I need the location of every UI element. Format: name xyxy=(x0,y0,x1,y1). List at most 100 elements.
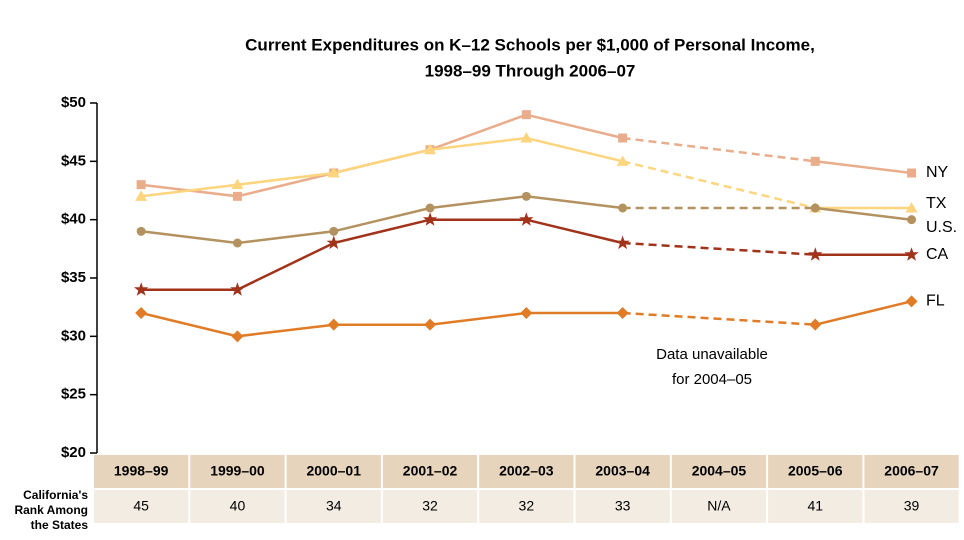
marker xyxy=(135,190,148,201)
rank-cell xyxy=(864,490,959,523)
marker xyxy=(424,318,437,331)
rank-value: 45 xyxy=(133,498,149,514)
chart-title: 1998–99 Through 2006–07 xyxy=(425,61,636,80)
marker xyxy=(327,167,340,178)
header-cell xyxy=(671,455,767,488)
series-label: TX xyxy=(926,195,947,212)
marker xyxy=(425,203,435,213)
marker xyxy=(329,226,339,236)
marker xyxy=(810,203,820,213)
row-label: California's xyxy=(23,488,88,502)
marker xyxy=(231,330,244,343)
marker xyxy=(618,133,628,143)
marker xyxy=(327,318,340,331)
header-cell xyxy=(190,455,285,488)
x-tick-label: 1999–00 xyxy=(210,463,265,479)
marker xyxy=(907,168,917,178)
rank-cell xyxy=(768,490,863,523)
header-cell xyxy=(864,455,959,488)
series-line xyxy=(141,195,912,245)
rank-cell xyxy=(575,490,670,523)
x-tick-label: 2001–02 xyxy=(403,463,458,479)
annotation: Data unavailable xyxy=(656,346,768,363)
gap-connector xyxy=(622,136,816,163)
y-tick-label: $35 xyxy=(61,269,86,286)
x-tick-label: 2005–06 xyxy=(788,463,843,479)
series-label: FL xyxy=(926,293,945,310)
marker xyxy=(905,202,918,213)
x-tick-label: 2006–07 xyxy=(884,463,939,479)
marker xyxy=(616,155,629,166)
rank-cell xyxy=(190,490,285,523)
marker xyxy=(905,295,918,308)
header-cell xyxy=(382,455,478,488)
x-tick-label: 2003–04 xyxy=(595,463,650,479)
marker xyxy=(232,191,242,201)
x-tick-label: 2000–01 xyxy=(306,463,361,479)
annotation: for 2004–05 xyxy=(672,371,752,388)
rank-value: N/A xyxy=(707,498,731,514)
rank-value: 32 xyxy=(422,498,438,514)
rank-value: 33 xyxy=(615,498,631,514)
y-tick-label: $20 xyxy=(61,444,86,461)
marker xyxy=(135,307,148,319)
row-label: Rank Among xyxy=(14,503,88,517)
marker xyxy=(519,212,534,226)
series-label: NY xyxy=(926,164,949,181)
marker xyxy=(521,191,531,201)
marker xyxy=(520,132,533,143)
marker xyxy=(809,318,822,331)
y-tick-label: $25 xyxy=(61,386,86,403)
marker xyxy=(424,143,437,155)
x-tick-label: 2002–03 xyxy=(499,463,554,479)
series-line xyxy=(141,218,912,291)
x-tick-label: 1998–99 xyxy=(114,463,169,479)
marker xyxy=(904,247,919,261)
header-cell xyxy=(575,455,670,488)
chart-title: Current Expenditures on K–12 Schools per… xyxy=(245,35,815,54)
gap-connector xyxy=(622,160,816,210)
rank-cell xyxy=(286,490,381,523)
series-line xyxy=(141,113,912,198)
rank-cell xyxy=(671,490,767,523)
rank-value: 41 xyxy=(807,498,823,514)
y-tick-label: $45 xyxy=(61,152,86,169)
marker xyxy=(136,226,146,236)
marker xyxy=(618,203,628,213)
marker xyxy=(326,235,341,250)
header-cell xyxy=(94,455,189,488)
header-cell xyxy=(286,455,381,488)
marker xyxy=(232,238,242,248)
marker xyxy=(616,307,629,319)
marker xyxy=(907,215,917,225)
x-tick-label: 2004–05 xyxy=(692,463,747,479)
rank-value: 32 xyxy=(519,498,535,514)
header-cell xyxy=(479,455,574,488)
rank-cell xyxy=(382,490,478,523)
y-tick-label: $40 xyxy=(61,211,86,228)
marker xyxy=(810,156,820,166)
rank-value: 34 xyxy=(326,498,342,514)
marker xyxy=(422,212,438,226)
marker xyxy=(521,110,531,120)
rank-cell xyxy=(479,490,574,523)
marker xyxy=(808,247,823,261)
series-label: U.S. xyxy=(926,219,957,236)
rank-cell xyxy=(94,490,189,523)
marker xyxy=(230,282,245,296)
header-cell xyxy=(768,455,863,488)
gap-connector xyxy=(622,241,816,256)
y-tick-label: $50 xyxy=(61,94,86,111)
row-label: the States xyxy=(31,518,89,532)
marker xyxy=(134,282,149,296)
marker xyxy=(231,178,244,190)
y-tick-label: $30 xyxy=(61,327,86,344)
rank-value: 39 xyxy=(904,498,920,514)
series-line xyxy=(141,136,912,210)
marker xyxy=(520,307,533,319)
gap-connector xyxy=(622,311,816,326)
rank-value: 40 xyxy=(230,498,246,514)
series-label: CA xyxy=(926,246,949,263)
series-line xyxy=(140,300,912,338)
